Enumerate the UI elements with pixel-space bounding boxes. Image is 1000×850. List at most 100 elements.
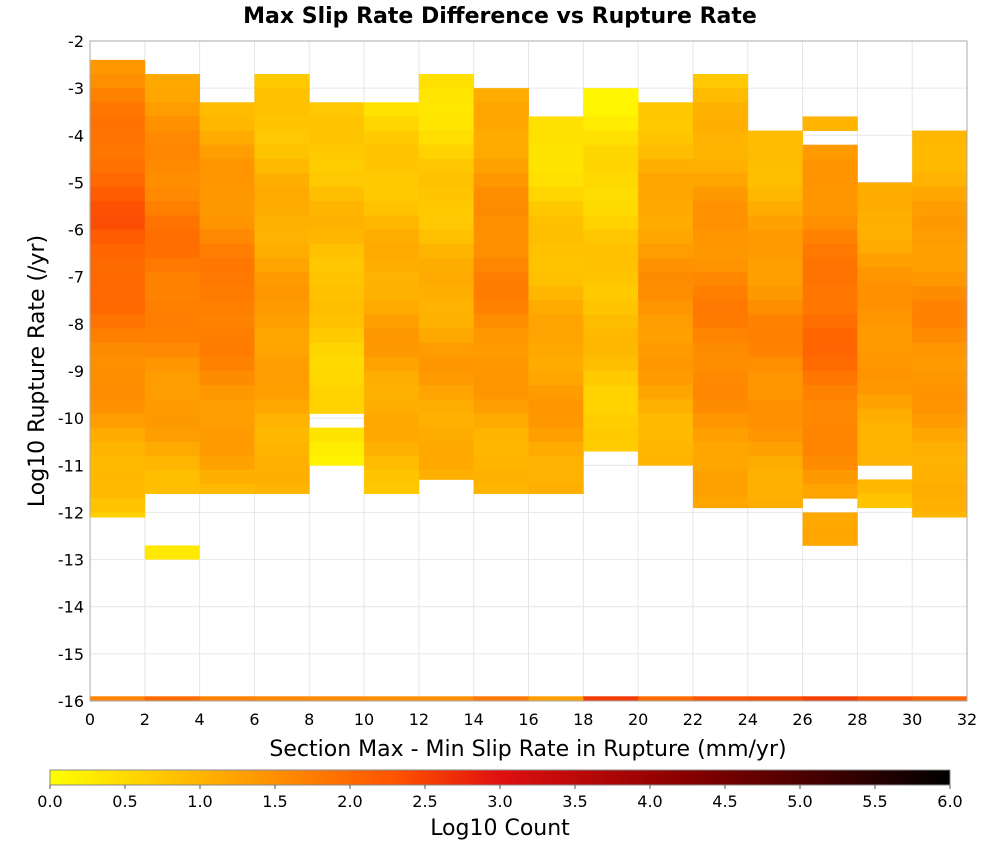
heatmap-cell [583, 215, 639, 230]
totals-cell [583, 696, 639, 701]
heatmap-cell [692, 342, 749, 358]
heatmap-cell [90, 399, 146, 414]
heatmap-cell [90, 385, 146, 400]
heatmap-cell [747, 130, 803, 146]
heatmap-cell [583, 427, 639, 443]
heatmap-cell [90, 243, 146, 259]
heatmap-cell [583, 201, 639, 216]
heatmap-cell [364, 229, 420, 245]
totals-cell [473, 696, 529, 701]
heatmap-cell [309, 314, 365, 329]
heatmap-cell [199, 257, 255, 273]
totals-cell [90, 696, 146, 701]
x-tick-label: 2 [140, 710, 150, 729]
colorbar-tick-label: 2.5 [412, 792, 437, 811]
heatmap-cell [254, 243, 310, 259]
heatmap-cell [802, 455, 858, 471]
heatmap-cell [144, 484, 201, 494]
x-tick-label: 4 [195, 710, 205, 729]
heatmap-cell [309, 102, 365, 117]
heatmap-cell [583, 356, 639, 372]
heatmap-cell [90, 413, 146, 428]
totals-cell [802, 696, 858, 701]
totals-cell [309, 696, 365, 701]
heatmap-cell [638, 314, 694, 329]
x-tick-label: 16 [518, 710, 538, 729]
heatmap-cell [144, 441, 201, 457]
heatmap-cell [254, 385, 310, 400]
colorbar-ticks: 0.0 0.5 1.0 1.5 2.0 2.5 3.0 3.5 4.0 4.5 5.0 5.5 6.0 [37, 785, 963, 811]
heatmap-cell [802, 441, 858, 457]
heatmap-cell [90, 187, 146, 202]
heatmap-cell [473, 385, 529, 400]
heatmap-cell [692, 257, 749, 273]
heatmap-cell [912, 300, 968, 315]
totals-cell [144, 696, 201, 701]
heatmap-cell [90, 272, 146, 287]
heatmap-cell [418, 314, 475, 329]
heatmap-cell [912, 470, 968, 485]
heatmap-cell [90, 484, 146, 499]
heatmap-cell [309, 455, 365, 466]
heatmap-cell [802, 526, 858, 542]
heatmap-cell [254, 399, 310, 414]
heatmap-cell [254, 300, 310, 315]
heatmap-cell [692, 441, 749, 457]
heatmap-cell [418, 342, 475, 358]
heatmap-cell [802, 356, 858, 372]
heatmap-cell [473, 413, 529, 428]
heatmap-cell [528, 470, 584, 485]
heatmap-cell [90, 512, 146, 518]
heatmap-cell [638, 116, 694, 131]
heatmap-cell [364, 130, 420, 146]
heatmap-cell [802, 427, 858, 443]
heatmap-cell [144, 470, 201, 485]
heatmap-cell [90, 88, 146, 103]
heatmap-cell [418, 455, 475, 471]
heatmap-cell [199, 286, 255, 301]
y-tick-label: -12 [58, 503, 84, 522]
heatmap-cell [638, 243, 694, 259]
heatmap-cell [802, 187, 858, 202]
heatmap-cell [254, 427, 310, 443]
x-axis-ticks: 0 2 4 6 8 10 12 14 16 18 20 22 24 26 28 30 32 [85, 710, 977, 729]
heatmap-cell [254, 102, 310, 117]
heatmap-cell [912, 371, 968, 386]
x-tick-label: 24 [738, 710, 758, 729]
heatmap-cells [90, 59, 968, 701]
heatmap-cell [254, 441, 310, 457]
heatmap-cell [364, 158, 420, 174]
y-tick-label: -4 [68, 126, 84, 145]
heatmap-cell [364, 215, 420, 230]
heatmap-cell [747, 314, 803, 329]
heatmap-cell [747, 385, 803, 400]
heatmap-cell [90, 74, 146, 89]
heatmap-cell [144, 413, 201, 428]
heatmap-cell [638, 130, 694, 146]
heatmap-cell [90, 59, 146, 75]
heatmap-cell [747, 300, 803, 315]
heatmap-cell [309, 243, 365, 259]
heatmap-cell [199, 229, 255, 245]
heatmap-cell [144, 201, 201, 216]
heatmap-cell [364, 413, 420, 428]
heatmap-cell [583, 342, 639, 358]
colorbar-tick-label: 1.5 [262, 792, 287, 811]
heatmap-cell [144, 144, 201, 160]
heatmap-cell [747, 158, 803, 174]
heatmap-cell [857, 196, 913, 212]
heatmap-cell [912, 314, 968, 329]
heatmap-cell [418, 130, 475, 146]
heatmap-cell [144, 300, 201, 315]
heatmap-cell [912, 484, 968, 499]
heatmap-cell [692, 470, 749, 485]
heatmap-cell [583, 300, 639, 315]
heatmap-cell [692, 314, 749, 329]
y-tick-label: -10 [58, 409, 84, 428]
heatmap-cell [857, 309, 913, 325]
heatmap-cell [583, 413, 639, 428]
heatmap-cell [364, 102, 420, 117]
heatmap-cell [144, 545, 200, 560]
heatmap-cell [857, 267, 913, 282]
heatmap-cell [309, 328, 365, 344]
